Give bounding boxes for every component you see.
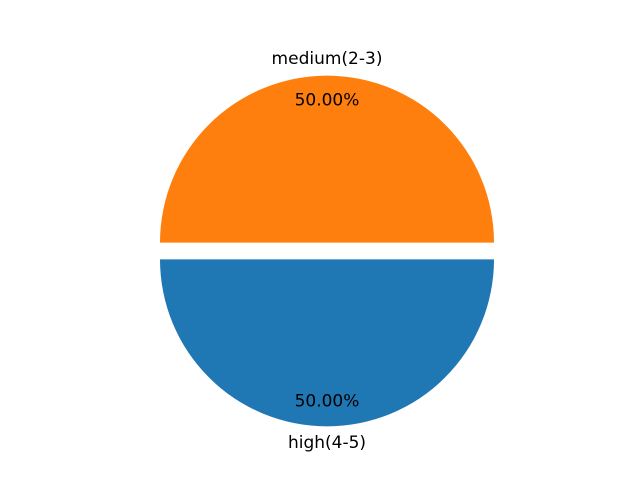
slice-label-0: medium(2-3) (272, 49, 383, 69)
pie-slice-0 (160, 75, 494, 243)
slice-label-1: high(4-5) (288, 433, 366, 453)
slice-percent-label-1: 50.00% (295, 391, 360, 411)
labels-layer: medium(2-3) 50.00% high(4-5) 50.00% (272, 49, 383, 453)
slices-layer (160, 75, 494, 427)
pie-slice-1 (160, 259, 494, 427)
slice-percent-label-0: 50.00% (295, 91, 360, 111)
